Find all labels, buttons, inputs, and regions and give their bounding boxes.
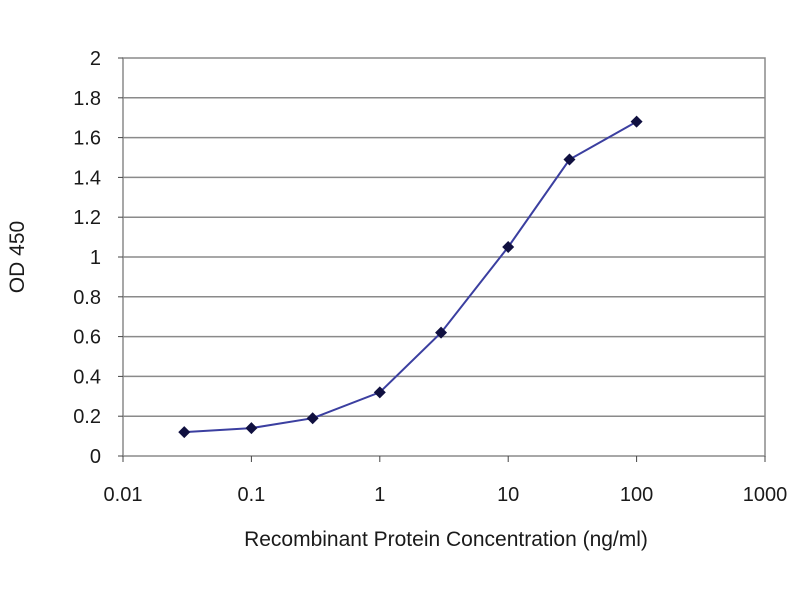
x-tick-label: 0.01 [104,484,143,506]
data-point-marker [563,153,576,166]
y-tick-label: 1 [90,247,101,269]
data-point-marker [435,326,448,339]
y-tick-label: 0.8 [73,287,101,309]
y-tick-label: 0 [90,446,101,468]
x-tick-label: 1 [374,484,385,506]
data-point-marker [630,115,643,128]
x-tick-label: 1000 [743,484,788,506]
axis-layer: 0 0.2 0.4 0.6 0.8 1 1.2 1.4 1.6 1.8 2 0.01 0.1 1 10 100… [73,48,787,506]
x-axis-title: Recombinant Protein Concentration (ng/ml… [244,528,648,551]
y-tick-label: 1.2 [73,207,101,229]
data-point-marker [306,412,319,425]
y-axis-title: OD 450 [6,221,29,293]
x-tick-label: 0.1 [237,484,265,506]
x-tick-label: 100 [620,484,653,506]
series-line [184,120,638,434]
y-tick-label: 2 [90,48,101,70]
data-point-marker [373,386,386,399]
y-tick-label: 0.4 [73,366,101,388]
y-tick-label: 0.2 [73,406,101,428]
data-point-marker [178,426,191,439]
y-tick-label: 1.6 [73,128,101,150]
grid-layer [123,97,765,417]
y-tick-label: 1.4 [73,167,101,189]
series-layer [178,115,643,439]
x-tick-label: 10 [497,484,519,506]
y-tick-label: 1.8 [73,88,101,110]
data-point-marker [502,241,515,254]
data-point-marker [245,422,258,435]
y-tick-label: 0.6 [73,327,101,349]
